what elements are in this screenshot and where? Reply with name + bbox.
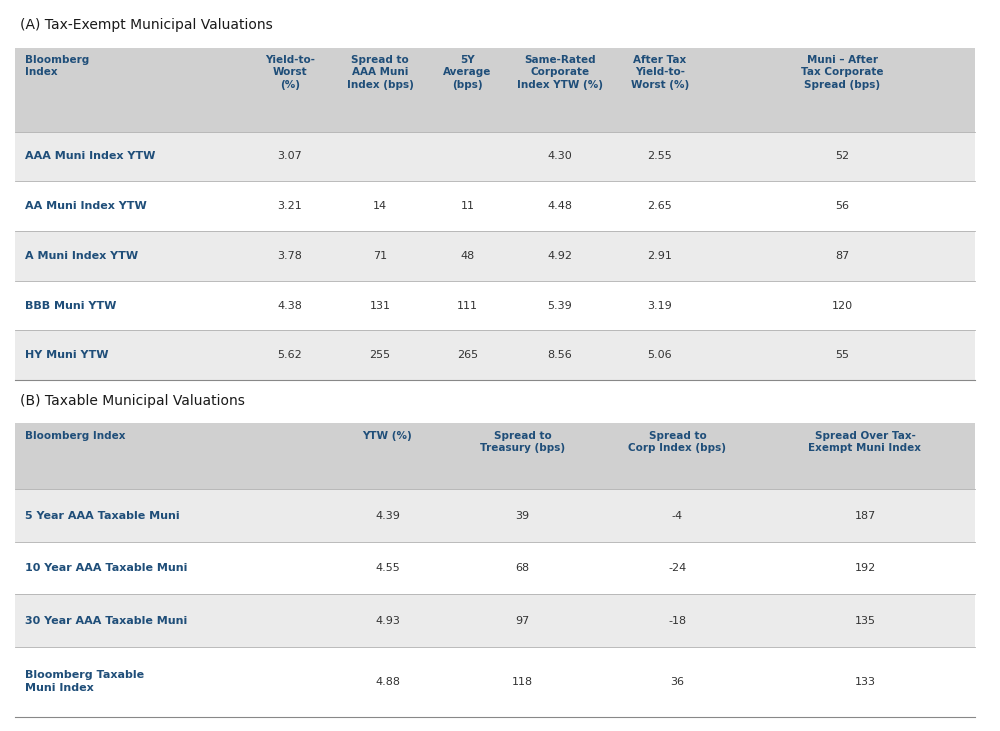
Bar bbox=[15, 132, 975, 181]
Text: 4.38: 4.38 bbox=[278, 300, 302, 311]
Bar bbox=[15, 423, 975, 489]
Text: 97: 97 bbox=[515, 616, 530, 626]
Text: 5Y
Average
(bps): 5Y Average (bps) bbox=[443, 55, 492, 90]
Text: Spread Over Tax-
Exempt Muni Index: Spread Over Tax- Exempt Muni Index bbox=[808, 431, 922, 453]
Text: 36: 36 bbox=[670, 677, 684, 687]
Text: -24: -24 bbox=[668, 563, 687, 573]
Text: Spread to
AAA Muni
Index (bps): Spread to AAA Muni Index (bps) bbox=[347, 55, 413, 90]
Text: Bloomberg
Index: Bloomberg Index bbox=[25, 55, 89, 77]
Text: 255: 255 bbox=[369, 350, 391, 360]
Text: A Muni Index YTW: A Muni Index YTW bbox=[25, 251, 138, 261]
Text: 71: 71 bbox=[373, 251, 387, 261]
Text: Bloomberg Index: Bloomberg Index bbox=[25, 431, 126, 441]
Text: 133: 133 bbox=[854, 677, 876, 687]
Text: 8.56: 8.56 bbox=[548, 350, 572, 360]
Text: 192: 192 bbox=[854, 563, 876, 573]
Text: 56: 56 bbox=[836, 201, 850, 211]
Text: 4.39: 4.39 bbox=[375, 510, 400, 520]
Text: Muni – After
Tax Corporate
Spread (bps): Muni – After Tax Corporate Spread (bps) bbox=[801, 55, 884, 90]
Text: 2.55: 2.55 bbox=[648, 151, 672, 162]
Text: 87: 87 bbox=[835, 251, 850, 261]
Text: 4.55: 4.55 bbox=[375, 563, 400, 573]
Text: 2.65: 2.65 bbox=[648, 201, 672, 211]
Text: 4.48: 4.48 bbox=[548, 201, 572, 211]
Text: HY Muni YTW: HY Muni YTW bbox=[25, 350, 108, 360]
Text: (B) Taxable Municipal Valuations: (B) Taxable Municipal Valuations bbox=[20, 394, 245, 408]
Bar bbox=[15, 489, 975, 542]
Text: 4.30: 4.30 bbox=[548, 151, 572, 162]
Text: 48: 48 bbox=[460, 251, 475, 261]
Text: 120: 120 bbox=[832, 300, 853, 311]
Text: AAA Muni Index YTW: AAA Muni Index YTW bbox=[25, 151, 155, 162]
Text: 11: 11 bbox=[460, 201, 475, 211]
Text: 10 Year AAA Taxable Muni: 10 Year AAA Taxable Muni bbox=[25, 563, 187, 573]
Text: 131: 131 bbox=[370, 300, 390, 311]
Text: 52: 52 bbox=[835, 151, 850, 162]
Text: 30 Year AAA Taxable Muni: 30 Year AAA Taxable Muni bbox=[25, 616, 187, 626]
Bar bbox=[15, 594, 975, 647]
Text: Spread to
Treasury (bps): Spread to Treasury (bps) bbox=[480, 431, 565, 453]
Text: 55: 55 bbox=[836, 350, 850, 360]
Text: AA Muni Index YTW: AA Muni Index YTW bbox=[25, 201, 147, 211]
Text: -18: -18 bbox=[668, 616, 687, 626]
Text: 265: 265 bbox=[457, 350, 478, 360]
Text: 68: 68 bbox=[515, 563, 530, 573]
Text: Same-Rated
Corporate
Index YTW (%): Same-Rated Corporate Index YTW (%) bbox=[517, 55, 603, 90]
Text: 5 Year AAA Taxable Muni: 5 Year AAA Taxable Muni bbox=[25, 510, 180, 520]
Text: 14: 14 bbox=[373, 201, 387, 211]
Text: BBB Muni YTW: BBB Muni YTW bbox=[25, 300, 116, 311]
Bar bbox=[15, 231, 975, 281]
Text: (A) Tax-Exempt Municipal Valuations: (A) Tax-Exempt Municipal Valuations bbox=[20, 18, 273, 32]
Text: 39: 39 bbox=[515, 510, 530, 520]
Text: 4.93: 4.93 bbox=[375, 616, 400, 626]
Text: 187: 187 bbox=[854, 510, 876, 520]
Text: 5.39: 5.39 bbox=[548, 300, 572, 311]
Text: Bloomberg Taxable
Muni Index: Bloomberg Taxable Muni Index bbox=[25, 670, 144, 693]
Text: 3.07: 3.07 bbox=[278, 151, 302, 162]
Text: Yield-to-
Worst
(%): Yield-to- Worst (%) bbox=[265, 55, 315, 90]
Text: YTW (%): YTW (%) bbox=[363, 431, 412, 441]
Text: 3.19: 3.19 bbox=[648, 300, 672, 311]
Bar bbox=[15, 542, 975, 594]
Text: 4.88: 4.88 bbox=[375, 677, 400, 687]
Text: 5.06: 5.06 bbox=[648, 350, 672, 360]
Text: -4: -4 bbox=[672, 510, 683, 520]
Text: 3.78: 3.78 bbox=[278, 251, 302, 261]
Text: 2.91: 2.91 bbox=[648, 251, 672, 261]
Bar bbox=[15, 181, 975, 231]
Text: Spread to
Corp Index (bps): Spread to Corp Index (bps) bbox=[629, 431, 726, 453]
Text: After Tax
Yield-to-
Worst (%): After Tax Yield-to- Worst (%) bbox=[631, 55, 689, 90]
Text: 4.92: 4.92 bbox=[548, 251, 572, 261]
Text: 118: 118 bbox=[512, 677, 533, 687]
Bar bbox=[15, 330, 975, 380]
Bar bbox=[15, 281, 975, 330]
Bar bbox=[15, 48, 975, 132]
Bar bbox=[15, 647, 975, 716]
Text: 5.62: 5.62 bbox=[278, 350, 302, 360]
Text: 3.21: 3.21 bbox=[278, 201, 302, 211]
Text: 135: 135 bbox=[854, 616, 876, 626]
Text: 111: 111 bbox=[457, 300, 478, 311]
